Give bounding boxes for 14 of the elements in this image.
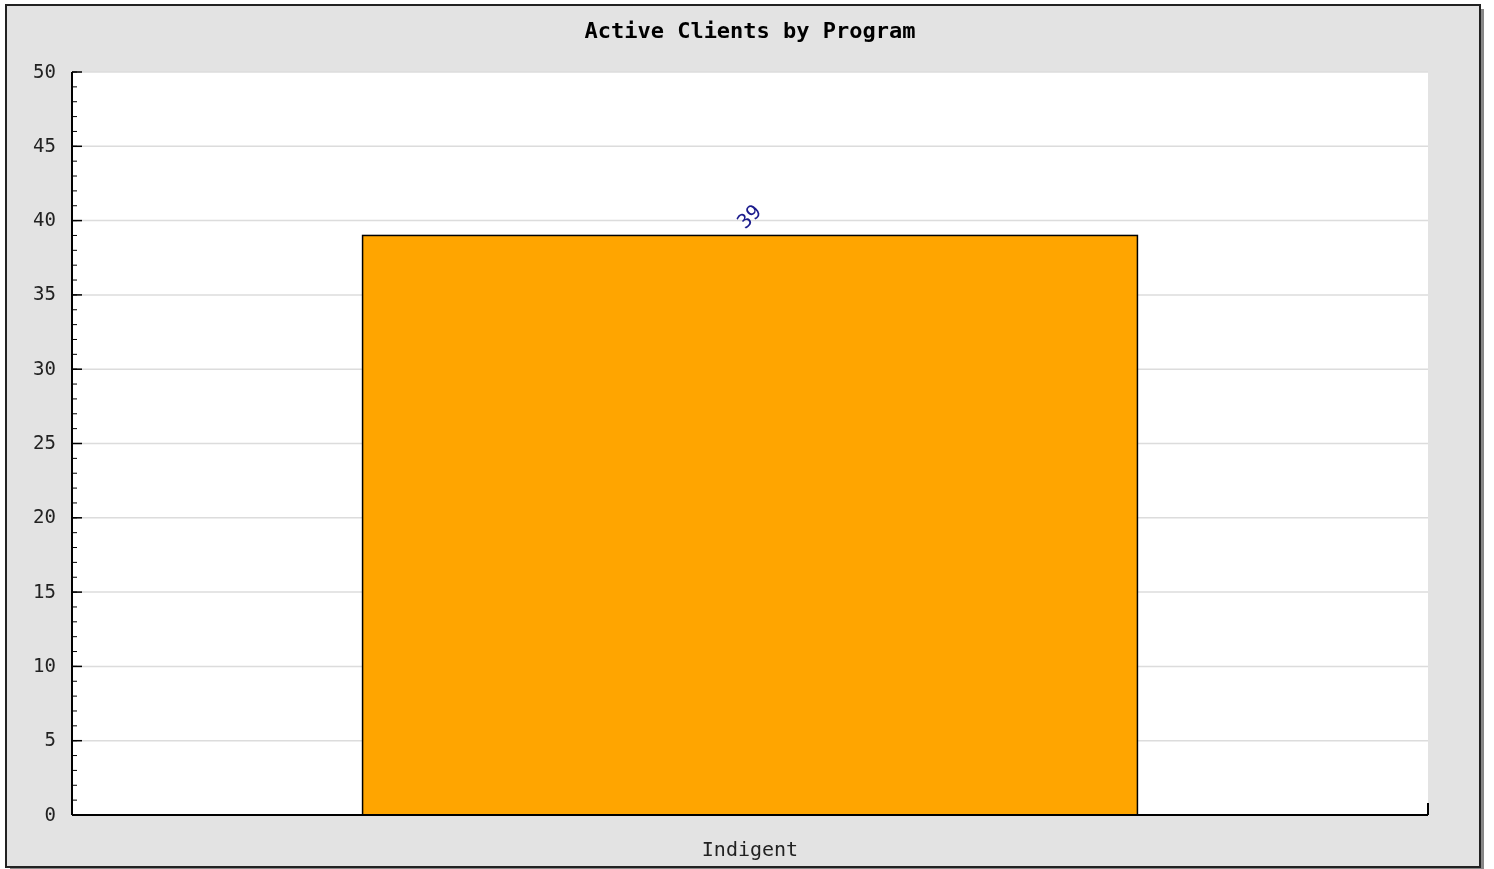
data-label: 39: [731, 199, 766, 234]
y-tick-label: 25: [33, 431, 56, 453]
y-tick-label: 15: [33, 579, 56, 602]
y-tick-label: 20: [33, 505, 56, 528]
chart-title: Active Clients by Program: [584, 18, 916, 43]
y-tick-label: 50: [33, 59, 56, 82]
y-tick-label: 35: [33, 282, 56, 305]
y-tick-label: 5: [44, 728, 56, 751]
x-tick-label: Indigent: [701, 836, 799, 861]
y-tick-label: 40: [33, 208, 56, 231]
y-tick-label: 45: [33, 133, 56, 156]
y-tick-label: 30: [33, 356, 56, 379]
y-tick-label: 0: [44, 802, 56, 825]
y-tick-label: 10: [33, 653, 56, 676]
